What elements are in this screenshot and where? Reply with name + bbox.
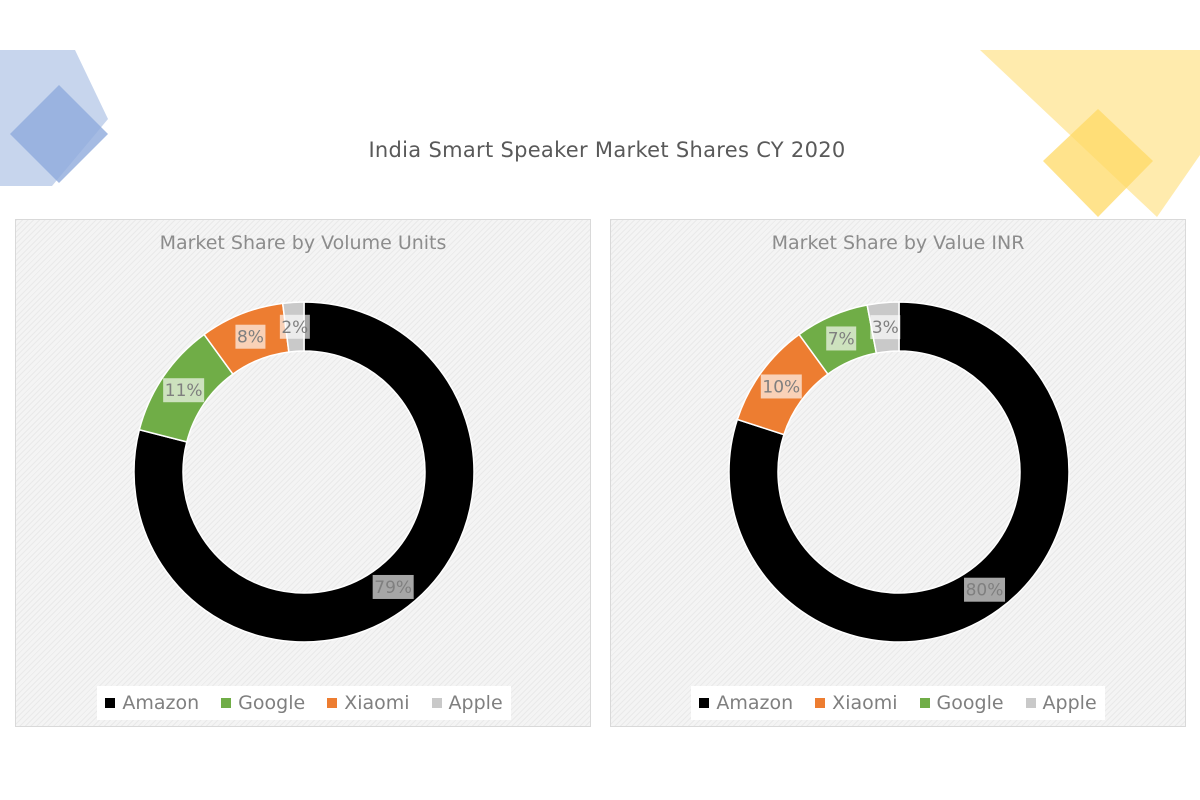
- data-label-box: [870, 315, 901, 340]
- legend-item-xiaomi: Xiaomi: [327, 692, 410, 714]
- legend-swatch: [919, 698, 930, 708]
- decorative-shape-top-left: [0, 50, 108, 186]
- data-label-box: [964, 577, 1006, 602]
- data-label-box: [372, 574, 414, 599]
- legend-item-apple: Apple: [1025, 692, 1097, 714]
- data-label-box: [163, 378, 205, 403]
- legend-swatch: [105, 698, 116, 708]
- chart-panel-volume: Market Share by Volume Units 79% 11% 8% 2% …: [15, 219, 591, 727]
- data-label: 7%: [828, 329, 855, 349]
- legend-swatch: [327, 698, 338, 708]
- legend-swatch: [699, 698, 710, 708]
- data-label-box: [279, 314, 310, 339]
- donut-slice-amazon: [133, 301, 475, 643]
- legend-item-amazon: Amazon: [105, 692, 199, 714]
- donut-chart-value: 80% 10% 7% 3%: [728, 301, 1070, 643]
- chart-title: Market Share by Value INR: [771, 232, 1025, 254]
- legend-label: Google: [238, 692, 306, 714]
- page-title: India Smart Speaker Market Shares CY 202…: [368, 138, 846, 162]
- legend-item-xiaomi: Xiaomi: [815, 692, 898, 714]
- legend-label: Apple: [1042, 692, 1097, 714]
- data-label: 10%: [762, 377, 800, 397]
- legend-label: Amazon: [716, 692, 794, 714]
- data-label-box: [235, 324, 266, 349]
- chart-legend: Amazon Google Xiaomi Apple: [97, 686, 511, 720]
- data-label: 3%: [872, 318, 899, 338]
- donut-slice-amazon: [728, 301, 1070, 643]
- legend-swatch: [431, 698, 442, 708]
- data-label: 2%: [281, 318, 308, 338]
- decorative-shape-top-right: [980, 50, 1200, 217]
- data-label: 79%: [374, 578, 412, 598]
- legend-label: Apple: [448, 692, 503, 714]
- legend-label: Amazon: [122, 692, 200, 714]
- chart-title: Market Share by Volume Units: [159, 232, 447, 254]
- chart-legend: Amazon Xiaomi Google Apple: [691, 686, 1105, 720]
- data-label: 80%: [966, 581, 1004, 601]
- legend-item-amazon: Amazon: [699, 692, 793, 714]
- chart-panel-value: Market Share by Value INR 80% 10% 7% 3% Ama…: [610, 219, 1186, 727]
- data-label: 8%: [237, 328, 264, 348]
- legend-item-google: Google: [221, 692, 305, 714]
- legend-item-apple: Apple: [431, 692, 503, 714]
- legend-swatch: [221, 698, 232, 708]
- legend-label: Xiaomi: [832, 692, 898, 714]
- data-label: 11%: [165, 381, 203, 401]
- data-label-box: [760, 374, 802, 399]
- data-label-box: [826, 326, 857, 351]
- legend-item-google: Google: [919, 692, 1004, 714]
- legend-swatch: [815, 698, 826, 708]
- legend-swatch: [1025, 698, 1036, 708]
- legend-label: Xiaomi: [344, 692, 410, 714]
- legend-label: Google: [936, 692, 1004, 714]
- donut-chart-volume: 79% 11% 8% 2%: [133, 301, 475, 643]
